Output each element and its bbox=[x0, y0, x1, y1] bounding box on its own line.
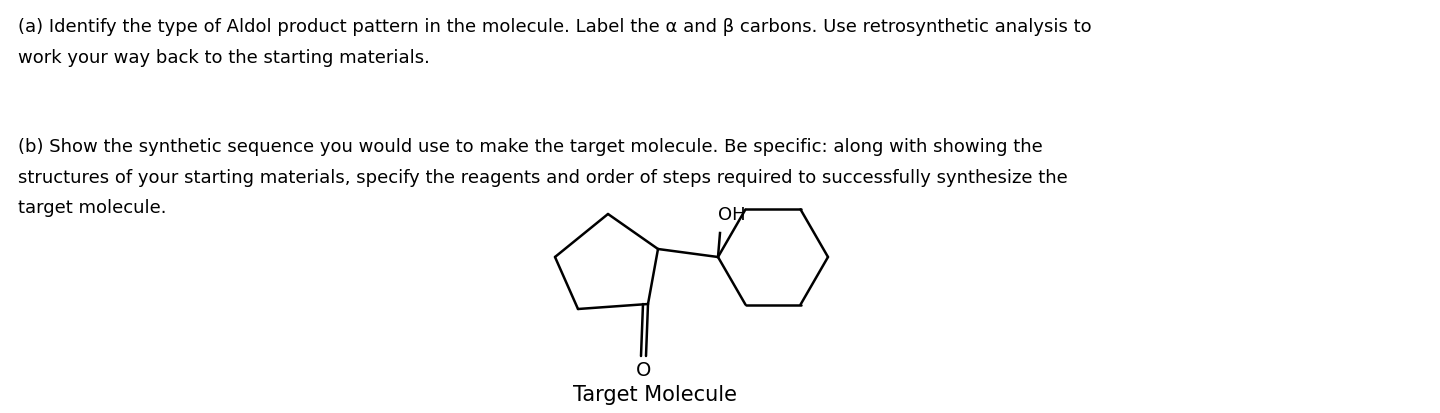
Text: O: O bbox=[636, 360, 652, 379]
Text: (a) Identify the type of Aldol product pattern in the molecule. Label the α and : (a) Identify the type of Aldol product p… bbox=[17, 18, 1092, 66]
Text: Target Molecule: Target Molecule bbox=[573, 384, 737, 404]
Text: OH: OH bbox=[719, 206, 746, 223]
Text: (b) Show the synthetic sequence you would use to make the target molecule. Be sp: (b) Show the synthetic sequence you woul… bbox=[17, 138, 1067, 217]
